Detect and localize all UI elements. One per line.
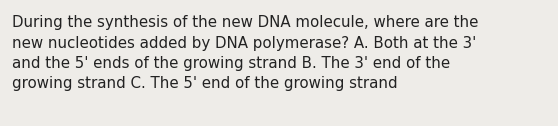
Text: During the synthesis of the new DNA molecule, where are the
new nucleotides adde: During the synthesis of the new DNA mole… [12,15,479,91]
